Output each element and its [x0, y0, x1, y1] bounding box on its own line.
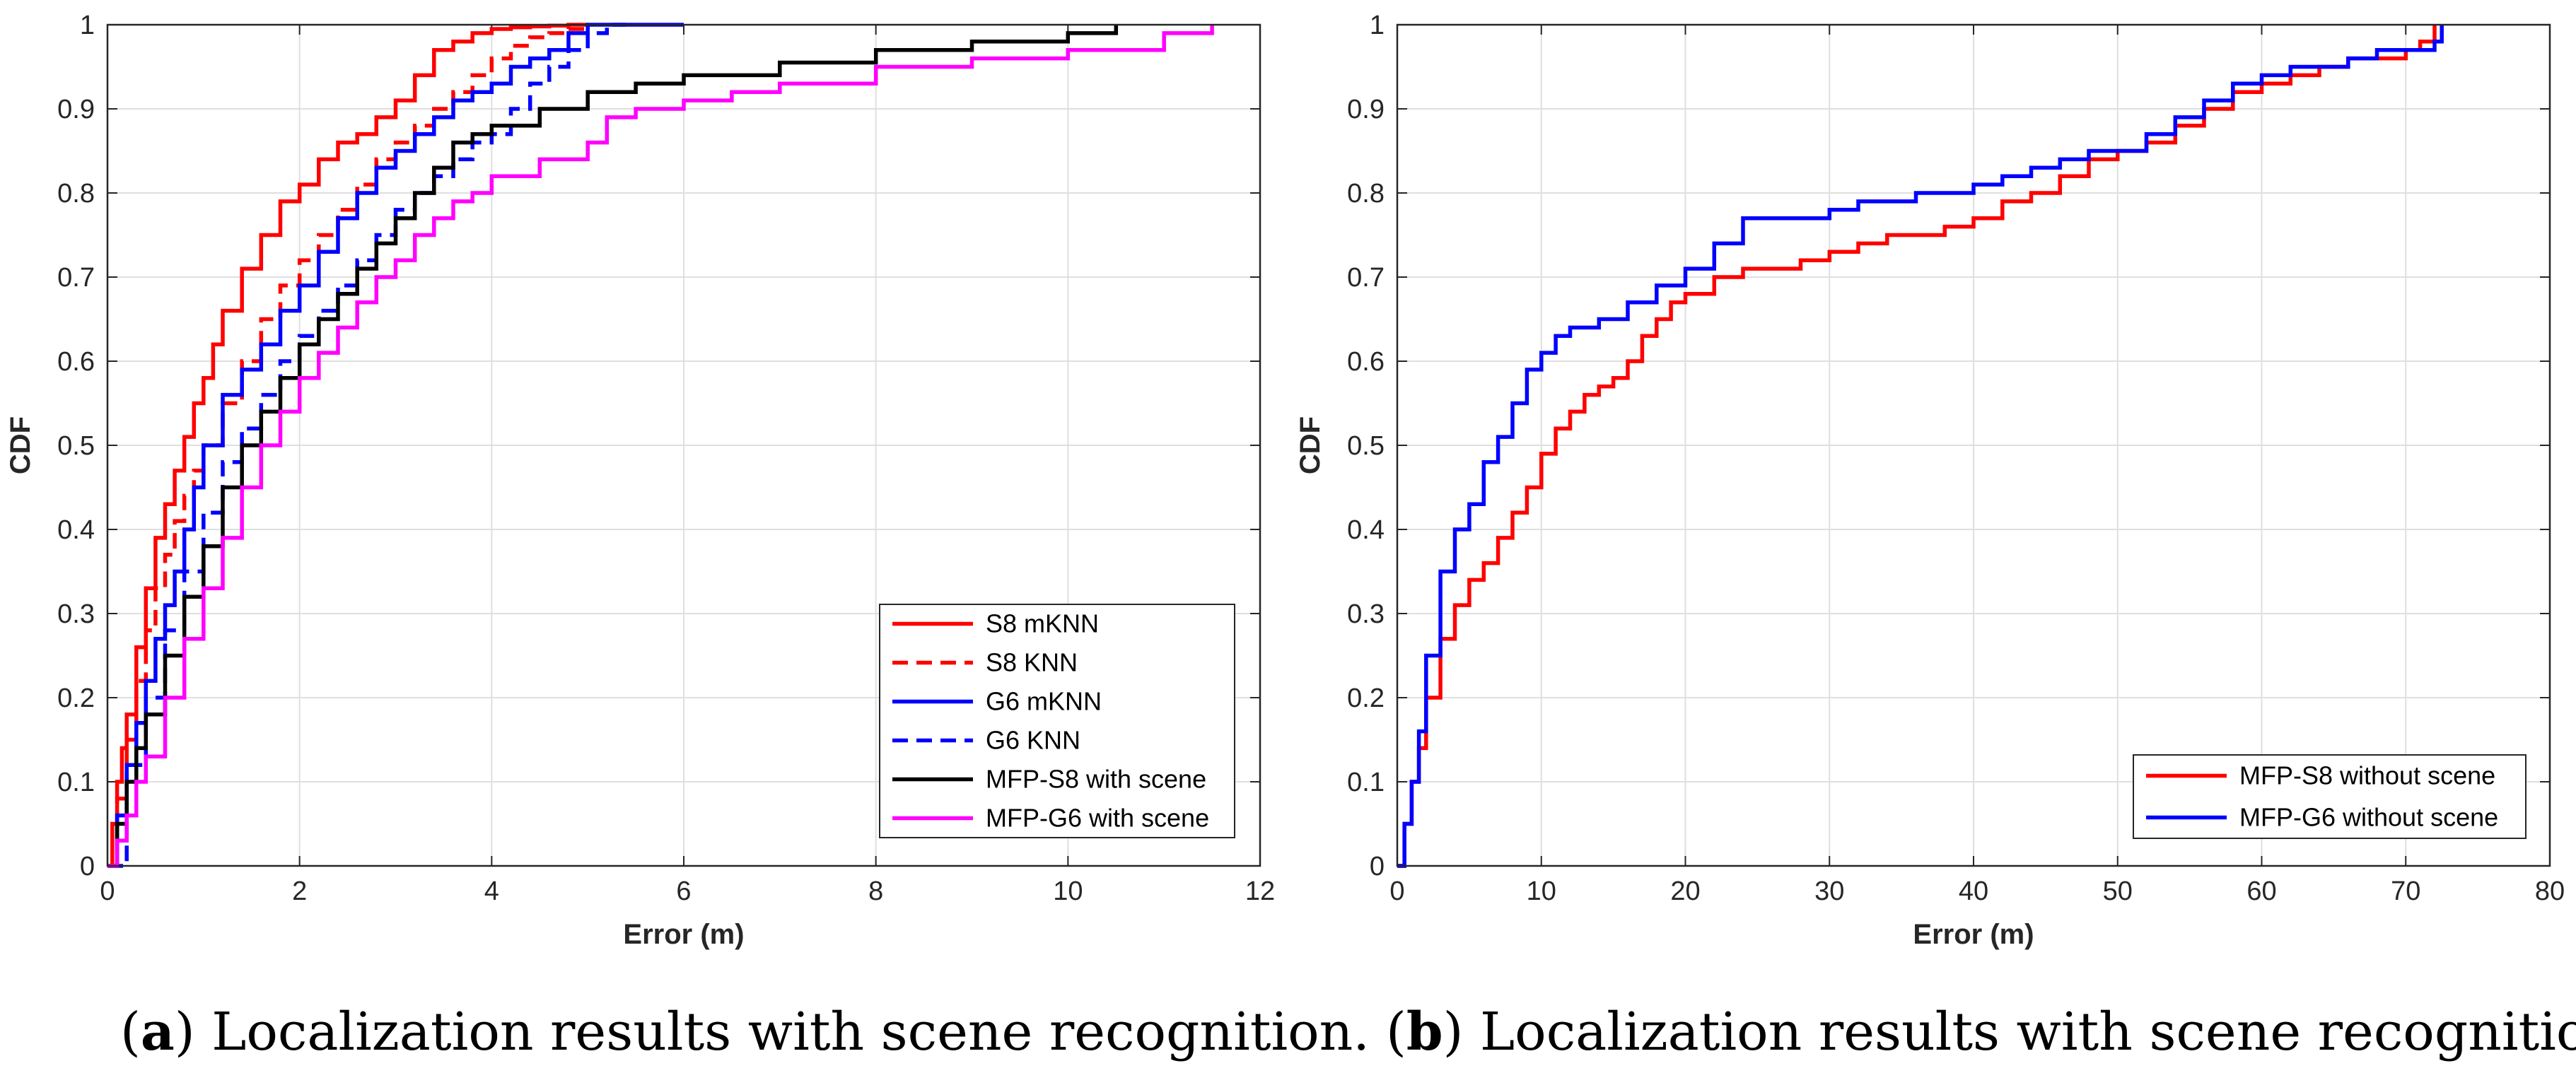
panel-a: 0 2 4 6 8 10 12 0 0.1 0.2 0.3 0.4 0.5 0.6 0.7 0.8 0.9 1 Er… [5, 11, 1370, 1062]
caption-letter: b [1406, 1002, 1443, 1062]
x-tick-label: 0 [1389, 876, 1404, 906]
series-line-s8-mknn [107, 23, 588, 868]
x-tick-label: 30 [1814, 876, 1844, 906]
y-tick-label: 0.1 [57, 768, 95, 797]
y-tick-label: 0.9 [57, 95, 95, 124]
x-tick-label: 0 [100, 876, 115, 906]
y-tick-label: 0.7 [1347, 263, 1385, 293]
legend-box [2133, 754, 2527, 839]
legend-entry: G6 mKNN [986, 687, 1102, 716]
figure-caption: (a) Localization results with scene reco… [120, 1002, 1370, 1062]
x-tick-label: 12 [1245, 876, 1275, 906]
series-line-mfp-g6-without-scene [1397, 25, 2444, 868]
y-tick-label: 0.4 [57, 515, 95, 545]
axes-box [1396, 23, 2551, 867]
caption-text: ) Localization results with scene recogn… [175, 1002, 1370, 1062]
x-tick-label: 2 [292, 876, 307, 906]
legend-entry: G6 KNN [986, 726, 1080, 755]
figure-caption: (b) Localization results with scene reco… [1386, 1002, 2576, 1062]
x-axis-label: Error (m) [1913, 919, 2034, 950]
series-line-mfp-s8-with-scene [107, 25, 1119, 868]
caption-open-paren: ( [1386, 1002, 1406, 1062]
y-tick-label: 0 [1370, 852, 1385, 881]
x-tick-label: 80 [2535, 876, 2565, 906]
y-tick-label: 1 [1370, 11, 1385, 40]
x-tick-label: 70 [2391, 876, 2420, 906]
x-tick-label: 60 [2246, 876, 2276, 906]
y-tick-label: 0.5 [57, 431, 95, 461]
caption-text: ) Localization results with scene recogn… [1443, 1002, 2576, 1062]
y-tick-label: 1 [80, 11, 95, 40]
x-tick-label: 10 [1053, 876, 1083, 906]
y-axis-label: CDF [5, 416, 36, 474]
y-tick-label: 0.9 [1347, 95, 1385, 124]
legend: S8 mKNN S8 KNN G6 mKNN G6 KNN MFP-S8 with sc… [879, 604, 1235, 838]
caption-letter: a [141, 1002, 175, 1062]
y-tick-label: 0.8 [1347, 179, 1385, 209]
axes-box [106, 23, 1261, 867]
legend-entry: MFP-G6 with scene [986, 804, 1209, 833]
y-tick-label: 0.8 [57, 179, 95, 209]
y-tick-label: 0.6 [57, 347, 95, 377]
series-line-g6-knn [107, 23, 626, 868]
x-tick-label: 6 [676, 876, 691, 906]
legend-entry: MFP-S8 with scene [986, 765, 1206, 794]
y-tick-label: 0.4 [1347, 515, 1385, 545]
series-line-s8-knn [107, 25, 590, 868]
y-tick-label: 0.3 [57, 599, 95, 629]
legend-entry: MFP-G6 without scene [2239, 803, 2498, 832]
x-tick-label: 4 [484, 876, 499, 906]
y-tick-label: 0.6 [1347, 347, 1385, 377]
panel-b: 0 10 20 30 40 50 60 70 80 0 0.1 0.2 0.3 0.4 0.5 0.6 0.7 0… [1295, 11, 2576, 1062]
x-tick-label: 10 [1527, 876, 1556, 906]
legend-box [879, 604, 1235, 838]
y-tick-label: 0.1 [1347, 768, 1385, 797]
y-tick-label: 0.2 [57, 684, 95, 713]
y-tick-label: 0.7 [57, 263, 95, 293]
legend: MFP-S8 without scene MFP-G6 without scene [2133, 754, 2527, 839]
series-line-mfp-g6-with-scene [107, 25, 1214, 868]
y-tick-label: 0.5 [1347, 431, 1385, 461]
caption-open-paren: ( [120, 1002, 141, 1062]
legend-entry: MFP-S8 without scene [2239, 761, 2495, 790]
y-tick-label: 0.2 [1347, 684, 1385, 713]
y-tick-label: 0.3 [1347, 599, 1385, 629]
y-axis-label: CDF [1295, 416, 1326, 474]
legend-entry: S8 KNN [986, 648, 1078, 677]
series-line-mfp-s8-without-scene [1397, 25, 2437, 868]
series-line-g6-mknn [107, 23, 684, 868]
x-axis-label: Error (m) [623, 919, 744, 950]
x-tick-label: 8 [868, 876, 883, 906]
x-tick-label: 20 [1670, 876, 1700, 906]
x-tick-label: 40 [1959, 876, 1988, 906]
y-tick-label: 0 [80, 852, 95, 881]
x-tick-label: 50 [2103, 876, 2133, 906]
legend-entry: S8 mKNN [986, 609, 1099, 638]
